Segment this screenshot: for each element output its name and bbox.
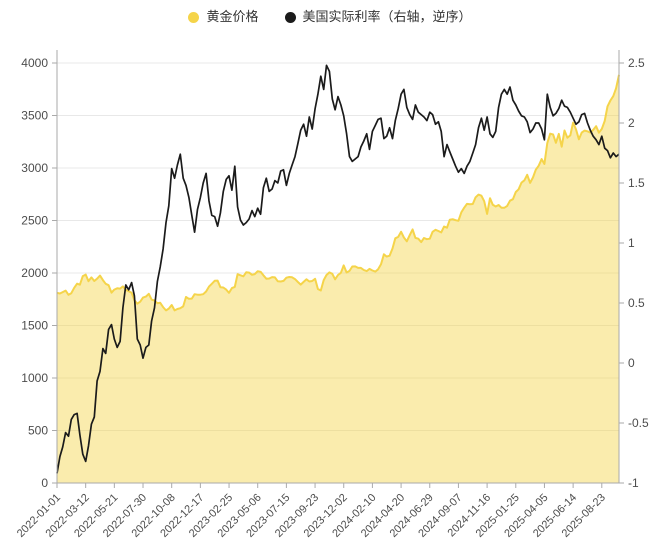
gold-series-label: 黄金价格 [206, 9, 259, 24]
svg-text:2.5: 2.5 [628, 56, 645, 70]
svg-text:1.5: 1.5 [628, 176, 645, 190]
svg-text:-0.5: -0.5 [628, 416, 649, 430]
svg-text:1000: 1000 [21, 371, 48, 385]
svg-text:0: 0 [41, 476, 48, 490]
right-axis-labels: 2.5 2 1.5 1 0.5 0 -0.5 -1 [619, 56, 649, 490]
svg-text:500: 500 [28, 424, 48, 438]
gold-line [56, 74, 620, 312]
left-axis-labels: 0 500 1000 1500 2000 2500 3000 3500 4000 [21, 56, 57, 490]
svg-text:4000: 4000 [21, 56, 48, 70]
axes [56, 50, 620, 484]
legend-item-gold-price[interactable]: 黄金价格 [188, 9, 259, 25]
gold-series-marker-icon [188, 11, 200, 23]
x-axis-labels: 2022-01-012022-03-122022-05-212022-07-30… [15, 483, 608, 540]
svg-text:0.5: 0.5 [628, 296, 645, 310]
svg-text:1500: 1500 [21, 319, 48, 333]
svg-text:0: 0 [628, 356, 635, 370]
rate-series-marker-icon [284, 11, 296, 23]
svg-text:2000: 2000 [21, 266, 48, 280]
svg-text:2: 2 [628, 116, 635, 130]
svg-text:3000: 3000 [21, 161, 48, 175]
svg-text:1: 1 [628, 236, 635, 250]
rate-line [56, 64, 620, 474]
svg-text:3500: 3500 [21, 109, 48, 123]
chart-legend: 黄金价格 美国实际利率（右轴，逆序） [0, 9, 660, 25]
gold-area [57, 74, 619, 484]
svg-text:2500: 2500 [21, 214, 48, 228]
rate-series-label: 美国实际利率（右轴，逆序） [302, 9, 472, 24]
legend-item-real-rate[interactable]: 美国实际利率（右轴，逆序） [284, 9, 472, 25]
svg-text:-1: -1 [628, 476, 639, 490]
